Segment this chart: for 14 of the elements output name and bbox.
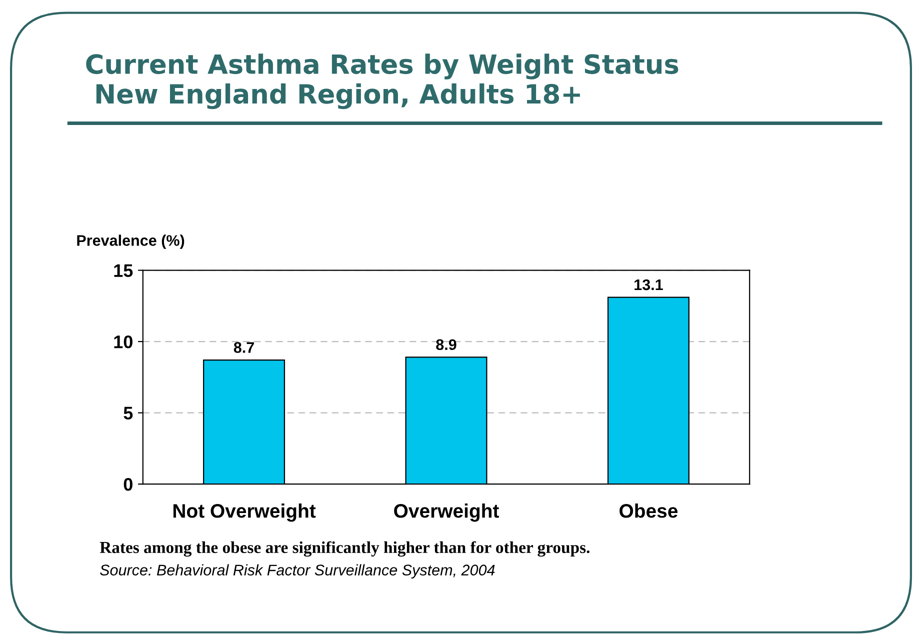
y-tick-label: 15: [114, 264, 133, 277]
source-note: Source: Behavioral Risk Factor Surveillance System, 2004: [100, 564, 495, 578]
y-tick-label: 5: [124, 406, 133, 420]
y-tick-label: 10: [114, 335, 132, 348]
x-tick-label: Overweight: [394, 504, 499, 522]
y-tick-label: 0: [124, 478, 132, 491]
chart-title: Current Asthma Rates by Weight Status New England Region, Adults 18+: [86, 54, 678, 110]
x-tick-label: Not Overweight: [173, 504, 316, 522]
data-label: 8.9: [436, 339, 456, 350]
text: Rates among the obese are significantly higher than for other groups.: [100, 541, 590, 557]
data-label: 8.7: [234, 342, 254, 353]
x-tick-label: Obese: [620, 504, 678, 518]
y-axis-title: Prevalence (%): [77, 234, 184, 249]
data-label: 13.1: [634, 279, 663, 290]
